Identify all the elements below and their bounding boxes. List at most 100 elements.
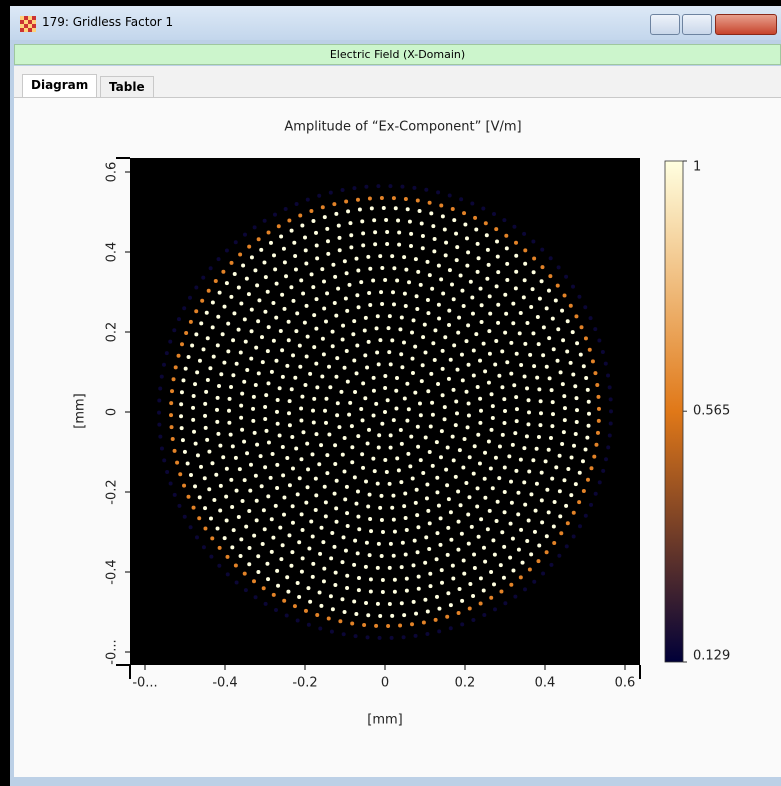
field-dot bbox=[248, 488, 253, 493]
field-dot bbox=[492, 552, 497, 557]
field-dot bbox=[215, 407, 220, 412]
field-dot bbox=[502, 218, 507, 223]
field-dot bbox=[427, 547, 432, 552]
field-dot bbox=[383, 410, 387, 414]
field-dot bbox=[607, 433, 612, 438]
field-dot bbox=[304, 500, 309, 505]
field-dot bbox=[384, 469, 389, 474]
field-dot bbox=[470, 311, 475, 316]
field-dot bbox=[278, 328, 283, 333]
field-dot bbox=[561, 430, 566, 435]
field-dot bbox=[233, 455, 238, 460]
field-dot bbox=[467, 606, 472, 611]
field-dot bbox=[192, 429, 197, 434]
field-dot bbox=[510, 536, 515, 541]
field-dot bbox=[302, 320, 307, 325]
field-dot bbox=[560, 442, 565, 447]
field-dot bbox=[595, 430, 600, 435]
field-dot bbox=[429, 211, 434, 216]
field-dot bbox=[376, 541, 381, 546]
field-dot bbox=[395, 376, 400, 381]
field-dot bbox=[402, 504, 407, 509]
field-dot bbox=[464, 389, 469, 394]
field-dot bbox=[502, 510, 507, 515]
field-dot bbox=[450, 563, 455, 568]
field-dot bbox=[340, 560, 345, 565]
field-dot bbox=[388, 184, 393, 189]
field-dot bbox=[461, 465, 466, 470]
minimize-button[interactable] bbox=[650, 14, 680, 35]
field-dot bbox=[559, 531, 564, 536]
field-dot bbox=[322, 306, 327, 311]
field-dot bbox=[255, 283, 260, 288]
field-dot bbox=[311, 408, 316, 413]
field-dot bbox=[430, 412, 435, 417]
field-dot bbox=[197, 358, 202, 363]
field-dot bbox=[262, 527, 267, 532]
field-dot bbox=[430, 286, 435, 291]
field-dot bbox=[406, 407, 411, 412]
field-dot bbox=[310, 574, 315, 579]
field-dot bbox=[483, 221, 488, 226]
field-dot bbox=[554, 465, 559, 470]
field-dot bbox=[340, 337, 345, 342]
field-dot bbox=[269, 517, 274, 522]
field-dot bbox=[265, 561, 270, 566]
field-dot bbox=[399, 315, 404, 320]
close-button[interactable] bbox=[715, 14, 777, 35]
tab[interactable]: Diagram bbox=[22, 74, 98, 98]
field-dot bbox=[254, 498, 259, 503]
tab[interactable]: Table bbox=[100, 76, 154, 97]
field-dot bbox=[495, 499, 500, 504]
field-dot bbox=[183, 366, 188, 371]
field-dot bbox=[489, 570, 494, 575]
field-dot bbox=[217, 383, 222, 388]
field-dot bbox=[242, 232, 247, 237]
field-dot bbox=[246, 292, 251, 297]
field-dot bbox=[210, 461, 215, 466]
field-dot bbox=[312, 396, 317, 401]
field-dot bbox=[365, 635, 370, 640]
ring bbox=[203, 230, 567, 594]
field-dot bbox=[523, 248, 528, 253]
field-dot bbox=[503, 330, 508, 335]
field-dot bbox=[499, 589, 504, 594]
field-dot bbox=[564, 503, 569, 508]
y-tick-label: -0... bbox=[105, 639, 120, 664]
field-dot bbox=[360, 219, 365, 224]
field-dot bbox=[391, 418, 396, 423]
field-dot bbox=[494, 227, 499, 232]
field-dot bbox=[483, 559, 488, 564]
field-dot bbox=[280, 348, 285, 353]
maximize-button[interactable] bbox=[682, 14, 712, 35]
field-dot bbox=[227, 420, 232, 425]
field-dot bbox=[502, 409, 507, 414]
field-dot bbox=[333, 570, 338, 575]
field-dot bbox=[464, 236, 469, 241]
field-dot bbox=[475, 486, 480, 491]
field-dot bbox=[354, 371, 359, 376]
field-dot bbox=[304, 303, 309, 308]
field-dot bbox=[291, 298, 296, 303]
field-dot bbox=[284, 613, 289, 618]
field-dot bbox=[437, 316, 442, 321]
field-dot bbox=[469, 524, 474, 529]
field-dot bbox=[275, 421, 280, 426]
field-dot bbox=[283, 207, 288, 212]
field-dot bbox=[260, 542, 265, 547]
field-dot bbox=[172, 448, 177, 453]
field-dot bbox=[608, 409, 613, 414]
field-dot bbox=[249, 307, 254, 312]
field-dot bbox=[279, 234, 284, 239]
field-dot bbox=[536, 559, 541, 564]
field-dot bbox=[259, 247, 264, 252]
field-dot bbox=[404, 267, 409, 272]
field-dot bbox=[452, 343, 457, 348]
field-dot bbox=[439, 429, 444, 434]
field-dot bbox=[194, 309, 199, 314]
header-bar: Electric Field (X-Domain) bbox=[14, 44, 781, 65]
field-dot bbox=[565, 521, 570, 526]
field-dot bbox=[321, 352, 326, 357]
field-dot bbox=[402, 255, 407, 260]
field-dot bbox=[392, 589, 397, 594]
